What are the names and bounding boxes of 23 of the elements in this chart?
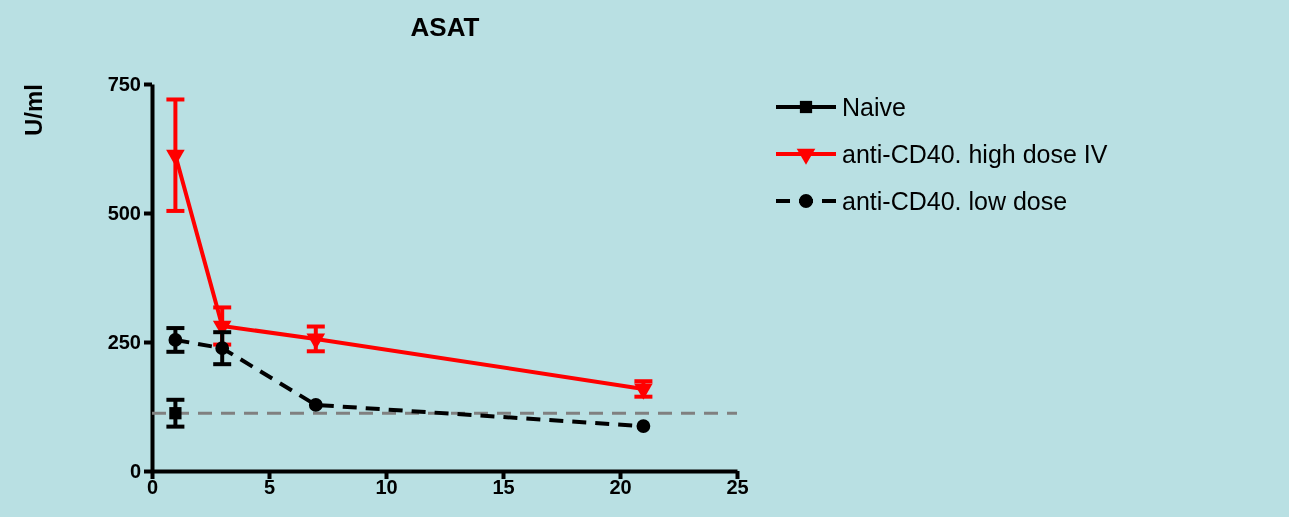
y-tick-label: 0 [129, 459, 141, 482]
y-tick-label: 250 [107, 330, 141, 353]
point [215, 341, 230, 356]
point [306, 333, 326, 350]
legend-label: anti-CD40. high dose IV [842, 140, 1108, 168]
x-tick-label: 15 [492, 476, 515, 498]
legend-label: anti-CD40. low dose [842, 187, 1068, 215]
point [166, 149, 185, 166]
point [634, 383, 653, 400]
y-axis-title: U/ml [20, 83, 47, 137]
y-tick-label: 750 [107, 72, 141, 95]
chart-title: ASAT [410, 12, 480, 42]
point [308, 398, 323, 412]
point [636, 419, 651, 433]
point [168, 333, 183, 347]
y-tick-label: 500 [107, 201, 141, 224]
legend-label: Naive [842, 93, 906, 121]
x-tick-label: 5 [263, 476, 276, 498]
x-tick-label: 0 [146, 476, 159, 498]
x-tick-label: 20 [609, 476, 632, 498]
point [169, 407, 182, 420]
x-tick-label: 25 [726, 476, 749, 498]
x-tick-label: 10 [375, 476, 398, 498]
